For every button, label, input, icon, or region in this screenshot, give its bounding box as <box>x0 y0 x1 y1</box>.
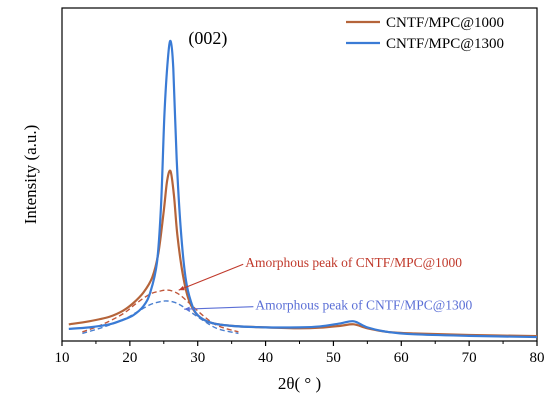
x-tick-label: 60 <box>394 350 409 366</box>
legend: CNTF/MPC@1000 CNTF/MPC@1300 <box>346 15 504 52</box>
annotation-arrow <box>184 306 254 310</box>
x-tick-label: 80 <box>530 350 545 366</box>
plot-area <box>61 7 538 342</box>
x-tick-label: 70 <box>462 350 477 366</box>
series-layer <box>68 39 538 339</box>
peak-label: (002) <box>188 28 227 49</box>
axes-layer: 10 20 30 40 50 60 70 80 2θ( ° ) Intensity (a.u.) <box>21 125 545 393</box>
amorphous-annotation-1: Amorphous peak of CNTF/MPC@1000 <box>245 255 462 270</box>
annotation-arrowhead <box>178 285 185 291</box>
annotation-arrowhead <box>184 306 190 312</box>
x-tick-label: 40 <box>258 350 273 366</box>
annotation-layer: (002) Amorphous peak of CNTF/MPC@1000 Amor… <box>178 28 472 313</box>
y-axis-label: Intensity (a.u.) <box>21 125 40 225</box>
x-tick-label: 50 <box>326 350 341 366</box>
plot-frame <box>61 7 538 342</box>
x-tick-label: 30 <box>190 350 205 366</box>
series-line-2 <box>68 39 538 339</box>
amorphous-fit-1 <box>82 289 239 333</box>
amorphous-annotation-2: Amorphous peak of CNTF/MPC@1300 <box>255 298 472 313</box>
legend-label-1: CNTF/MPC@1000 <box>386 15 504 31</box>
x-axis-label: 2θ( ° ) <box>278 374 321 393</box>
legend-label-2: CNTF/MPC@1300 <box>386 36 504 52</box>
annotation-arrow <box>178 263 244 291</box>
series-line-1 <box>68 169 538 338</box>
x-tick-label: 20 <box>122 350 137 366</box>
x-tick-label: 10 <box>55 350 70 366</box>
